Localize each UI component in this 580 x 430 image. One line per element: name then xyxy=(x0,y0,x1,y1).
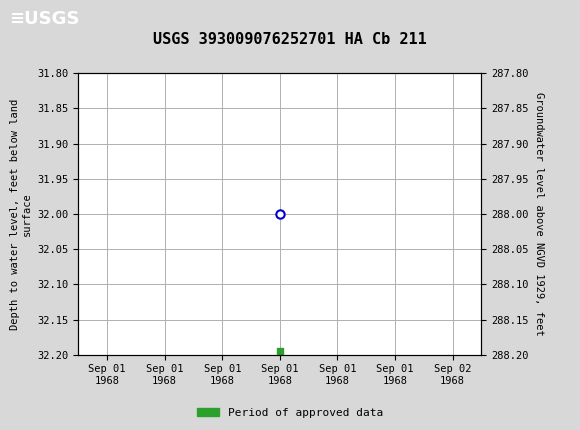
Y-axis label: Groundwater level above NGVD 1929, feet: Groundwater level above NGVD 1929, feet xyxy=(534,92,544,336)
Text: ≡USGS: ≡USGS xyxy=(9,10,79,28)
Legend: Period of approved data: Period of approved data xyxy=(193,403,387,422)
Text: USGS 393009076252701 HA Cb 211: USGS 393009076252701 HA Cb 211 xyxy=(153,32,427,47)
Y-axis label: Depth to water level, feet below land
surface: Depth to water level, feet below land su… xyxy=(10,98,32,329)
